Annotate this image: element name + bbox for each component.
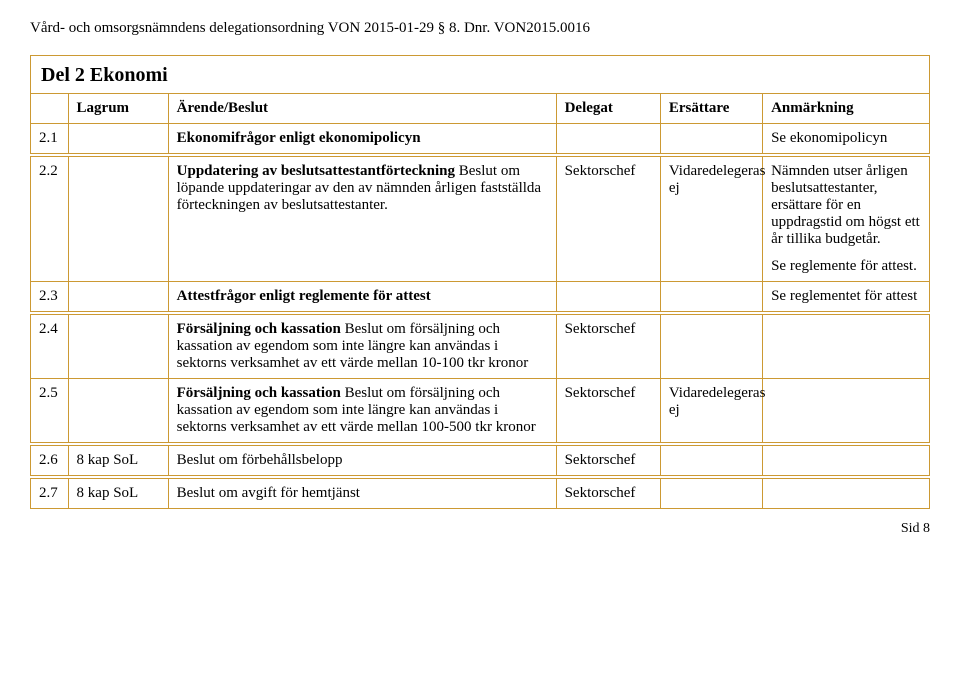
- table-row: 2.1 Ekonomifrågor enligt ekonomipolicyn …: [31, 124, 930, 154]
- cell-delegat: Sektorschef: [556, 157, 660, 282]
- col-lagrum: Lagrum: [68, 94, 168, 124]
- anm-line: Nämnden utser årligen beslutsattestanter…: [771, 163, 921, 248]
- cell-anmarkning: [763, 315, 930, 379]
- col-anmarkning: Anmärkning: [763, 94, 930, 124]
- cell-arende: Försäljning och kassation Beslut om förs…: [168, 315, 556, 379]
- cell-lagrum: 8 kap SoL: [68, 446, 168, 476]
- section-title: Del 2 Ekonomi: [30, 55, 930, 93]
- cell-num: 2.3: [31, 282, 69, 312]
- cell-delegat: [556, 124, 660, 154]
- cell-ersattare: [660, 124, 762, 154]
- arende-bold: Uppdatering av beslutsattestantförteckni…: [177, 163, 455, 179]
- table-row: 2.7 8 kap SoL Beslut om avgift för hemtj…: [31, 479, 930, 509]
- cell-ersattare: [660, 446, 762, 476]
- cell-delegat: [556, 282, 660, 312]
- cell-anmarkning: Se reglementet för attest: [763, 282, 930, 312]
- page-number: Sid 8: [30, 521, 930, 537]
- cell-ersattare: [660, 282, 762, 312]
- col-ersattare: Ersättare: [660, 94, 762, 124]
- table-row: 2.3 Attestfrågor enligt reglemente för a…: [31, 282, 930, 312]
- arende-bold: Attestfrågor enligt reglemente för attes…: [177, 288, 431, 304]
- cell-anmarkning: [763, 379, 930, 443]
- cell-lagrum: 8 kap SoL: [68, 479, 168, 509]
- anm-line: Se reglemente för attest.: [771, 258, 921, 275]
- cell-lagrum: [68, 124, 168, 154]
- cell-delegat: Sektorschef: [556, 315, 660, 379]
- cell-ersattare: Vidaredelegeras ej: [660, 157, 762, 282]
- arende-bold: Försäljning och kassation: [177, 385, 341, 401]
- col-delegat: Delegat: [556, 94, 660, 124]
- cell-anmarkning: [763, 479, 930, 509]
- arende-bold: Ekonomifrågor enligt ekonomipolicyn: [177, 130, 421, 146]
- table-row: 2.2 Uppdatering av beslutsattestantförte…: [31, 157, 930, 282]
- arende-rest: Beslut om avgift för hemtjänst: [177, 485, 360, 501]
- cell-delegat: Sektorschef: [556, 479, 660, 509]
- cell-lagrum: [68, 379, 168, 443]
- cell-arende: Beslut om förbehållsbelopp: [168, 446, 556, 476]
- col-arende: Ärende/Beslut: [168, 94, 556, 124]
- cell-anmarkning: Se ekonomipolicyn: [763, 124, 930, 154]
- cell-delegat: Sektorschef: [556, 379, 660, 443]
- cell-arende: Attestfrågor enligt reglemente för attes…: [168, 282, 556, 312]
- cell-ersattare: [660, 315, 762, 379]
- arende-rest: Beslut om förbehållsbelopp: [177, 452, 343, 468]
- cell-num: 2.5: [31, 379, 69, 443]
- cell-anmarkning: Nämnden utser årligen beslutsattestanter…: [763, 157, 930, 282]
- cell-lagrum: [68, 157, 168, 282]
- cell-num: 2.6: [31, 446, 69, 476]
- cell-num: 2.2: [31, 157, 69, 282]
- col-blank: [31, 94, 69, 124]
- cell-lagrum: [68, 315, 168, 379]
- anm-line: Se ekonomipolicyn: [771, 130, 921, 147]
- anm-line: Se reglementet för attest: [771, 288, 921, 305]
- table-row: 2.6 8 kap SoL Beslut om förbehållsbelopp…: [31, 446, 930, 476]
- cell-arende: Ekonomifrågor enligt ekonomipolicyn: [168, 124, 556, 154]
- cell-ersattare: [660, 479, 762, 509]
- table-row: 2.4 Försäljning och kassation Beslut om …: [31, 315, 930, 379]
- cell-delegat: Sektorschef: [556, 446, 660, 476]
- cell-arende: Uppdatering av beslutsattestantförteckni…: [168, 157, 556, 282]
- delegation-table: Lagrum Ärende/Beslut Delegat Ersättare A…: [30, 93, 930, 509]
- arende-bold: Försäljning och kassation: [177, 321, 341, 337]
- cell-num: 2.1: [31, 124, 69, 154]
- cell-num: 2.7: [31, 479, 69, 509]
- cell-arende: Beslut om avgift för hemtjänst: [168, 479, 556, 509]
- cell-arende: Försäljning och kassation Beslut om förs…: [168, 379, 556, 443]
- cell-anmarkning: [763, 446, 930, 476]
- cell-lagrum: [68, 282, 168, 312]
- table-header-row: Lagrum Ärende/Beslut Delegat Ersättare A…: [31, 94, 930, 124]
- table-row: 2.5 Försäljning och kassation Beslut om …: [31, 379, 930, 443]
- cell-ersattare: Vidaredelegeras ej: [660, 379, 762, 443]
- cell-num: 2.4: [31, 315, 69, 379]
- document-header: Vård- och omsorgsnämndens delegationsord…: [30, 20, 930, 37]
